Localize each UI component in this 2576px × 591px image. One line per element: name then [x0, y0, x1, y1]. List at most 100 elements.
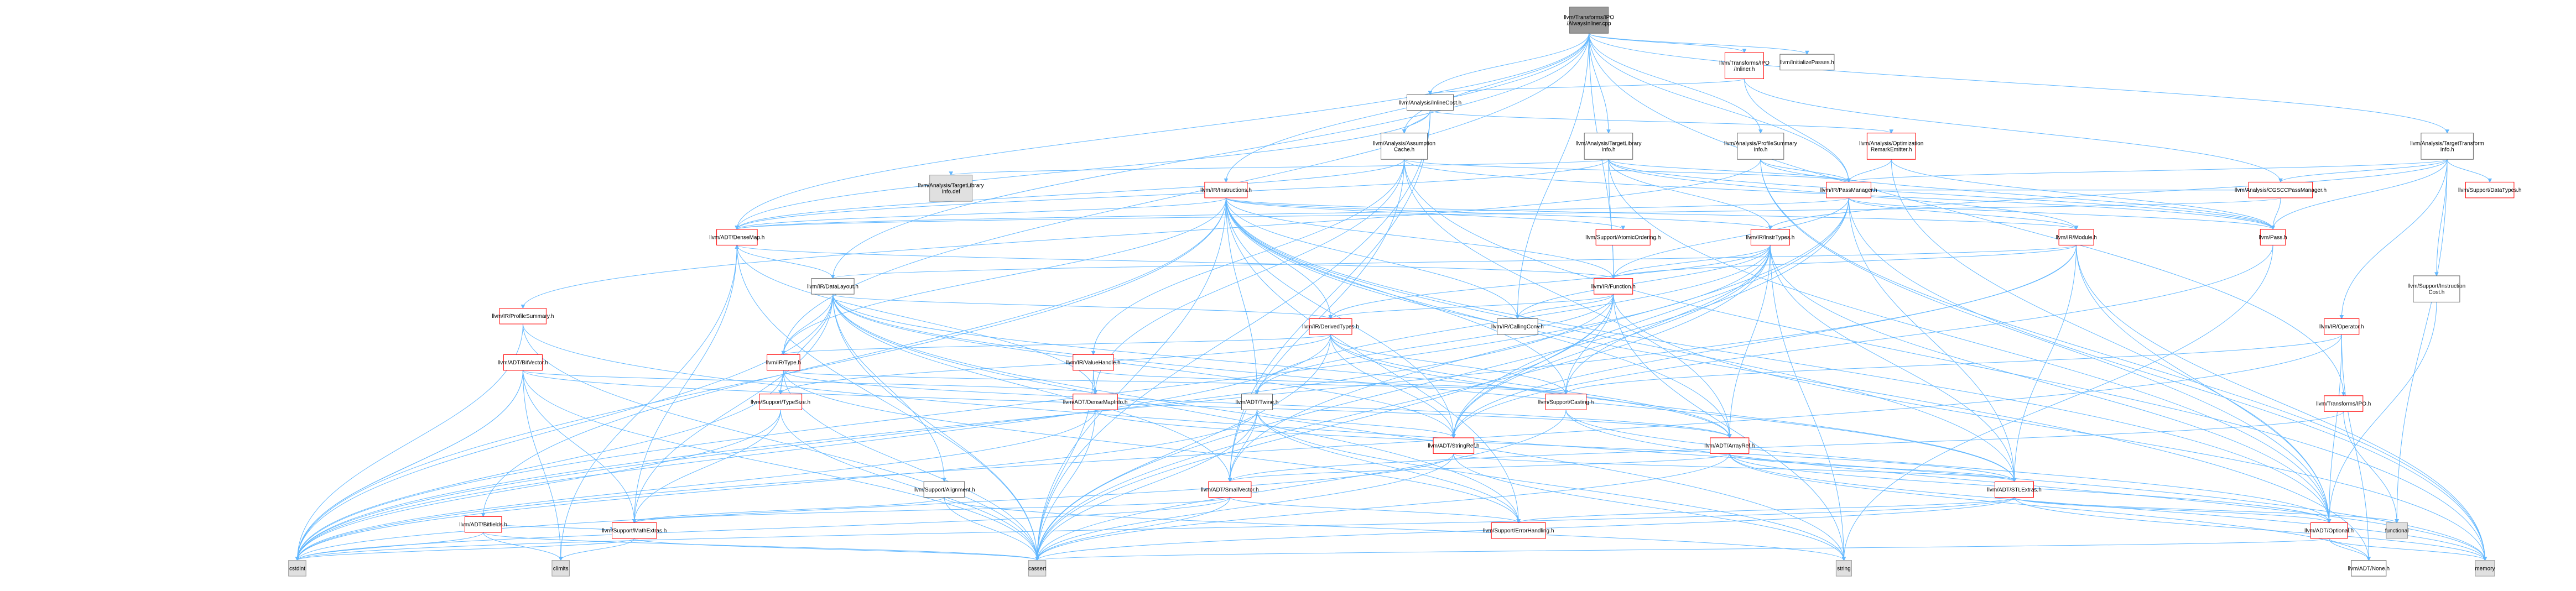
node-cassert[interactable]: cassert: [1028, 560, 1046, 577]
edge-line: [1037, 497, 1230, 561]
edge-root-to-profsum: [1589, 33, 1763, 134]
node-label: llvm/Analysis/Assumption: [1373, 141, 1435, 147]
node-label: llvm/Pass.h: [2258, 235, 2287, 241]
edge-arrayref-to-none: [1729, 453, 2371, 561]
edge-root-to-callingconv: [1515, 33, 1590, 320]
edge-line: [783, 370, 1519, 523]
edge-instructions-to-arrayref: [1226, 197, 1732, 439]
edge-line: [1257, 410, 1844, 561]
edge-line: [1770, 159, 2448, 229]
node-insttypes[interactable]: llvm/IR/InstrTypes.h: [1746, 229, 1794, 245]
edge-line: [2014, 497, 2397, 523]
edge-bitvector-to-climits: [522, 370, 563, 561]
node-smallvector[interactable]: llvm/ADT/SmallVector.h: [1201, 481, 1259, 498]
node-label: RemarkEmitter.h: [1871, 147, 1912, 153]
node-pass[interactable]: llvm/Pass.h: [2258, 229, 2287, 245]
node-valuehandle[interactable]: llvm/IR/ValueHandle.h: [1066, 354, 1121, 371]
edge-line: [1518, 497, 2015, 523]
node-ore[interactable]: llvm/Analysis/OptimizationRemarkEmitter.…: [1859, 133, 1923, 160]
node-memory[interactable]: memory: [2475, 560, 2495, 577]
node-callingconv[interactable]: llvm/IR/CallingConv.h: [1491, 318, 1544, 335]
node-densemapinfo[interactable]: llvm/ADT/DenseMapInfo.h: [1063, 394, 1128, 410]
node-stlextras[interactable]: llvm/ADT/STLExtras.h: [1987, 481, 2042, 498]
node-none[interactable]: llvm/ADT/None.h: [2348, 560, 2390, 577]
node-profsummary[interactable]: llvm/IR/ProfileSummary.h: [492, 308, 554, 325]
node-label: llvm/ADT/DenseMapInfo.h: [1063, 399, 1128, 405]
edge-arrowhead: [1451, 434, 1456, 439]
node-box: [2324, 395, 2364, 412]
node-box: [1594, 278, 1633, 295]
edge-line: [1517, 294, 1614, 319]
node-atomicord[interactable]: llvm/Support/AtomicOrdering.h: [1585, 229, 1661, 245]
edge-line: [483, 532, 1038, 561]
node-function[interactable]: llvm/IR/Function.h: [1591, 278, 1636, 295]
node-cstdint[interactable]: cstdint: [288, 560, 306, 577]
edge-line: [1037, 410, 1257, 561]
edge-line: [736, 159, 1609, 230]
node-cgscc[interactable]: llvm/Analysis/CGSCCPassManager.h: [2235, 181, 2327, 198]
node-inliner[interactable]: llvm/Transforms/IPO/Inliner.h: [1719, 52, 1770, 79]
node-alignment[interactable]: llvm/Support/Alignment.h: [913, 481, 975, 498]
node-transipo[interactable]: llvm/Transforms/IPO.h: [2316, 395, 2371, 412]
node-functional[interactable]: functional: [2385, 522, 2409, 539]
node-derivedtypes[interactable]: llvm/IR/DerivedTypes.h: [1302, 318, 1359, 335]
node-twine[interactable]: llvm/ADT/Twine.h: [1236, 394, 1279, 410]
edge-line: [297, 532, 484, 561]
node-instructions[interactable]: llvm/IR/Instructions.h: [1200, 181, 1252, 198]
node-bitvector[interactable]: llvm/ADT/BitVector.h: [498, 354, 548, 371]
edge-line: [2341, 334, 2369, 561]
node-mathextras[interactable]: llvm/Support/MathExtras.h: [602, 522, 667, 539]
edge-tli-to-insttypes: [1608, 159, 1773, 231]
edge-line: [1608, 159, 2273, 229]
edge-line: [1608, 159, 2330, 523]
edge-line: [1729, 453, 2369, 561]
node-box: [2351, 560, 2387, 577]
edge-line: [1453, 245, 2273, 438]
edge-line: [1848, 159, 2448, 182]
node-bitfields[interactable]: llvm/ADT/Bitfields.h: [459, 516, 507, 533]
node-arrayref[interactable]: llvm/ADT/ArrayRef.h: [1704, 437, 1755, 454]
edge-arrowhead: [1428, 91, 1433, 96]
node-label: llvm/ADT/StringRef.h: [1428, 443, 1479, 449]
edge-smallvector-to-errorhandling: [1230, 497, 1521, 524]
node-box: [1826, 181, 1871, 198]
node-initpasses[interactable]: llvm/InitializePasses.h: [1779, 54, 1835, 71]
edge-line: [522, 370, 1730, 438]
edge-arrowhead: [1805, 50, 1809, 55]
edge-arrowhead: [2327, 519, 2332, 524]
node-densemap[interactable]: llvm/ADT/DenseMap.h: [709, 229, 764, 245]
edge-line: [2329, 334, 2342, 523]
node-operator[interactable]: llvm/IR/Operator.h: [2319, 318, 2364, 335]
edge-line: [944, 497, 1844, 561]
node-string[interactable]: string: [1835, 560, 1852, 577]
edge-arrayref-to-stlextras: [1729, 453, 2017, 483]
edge-line: [634, 294, 834, 523]
edge-line: [1093, 370, 1567, 395]
edge-instructions-to-densemap: [735, 197, 1226, 231]
node-root[interactable]: llvm/Transforms/IPO/AlwaysInliner.cpp: [1564, 7, 1614, 34]
node-passmanager[interactable]: llvm/IR/PassManager.h: [1820, 181, 1877, 198]
node-typesize[interactable]: llvm/Support/TypeSize.h: [751, 394, 810, 410]
node-inlinecost[interactable]: llvm/Analysis/InlineCost.h: [1399, 94, 1461, 111]
node-stringref[interactable]: llvm/ADT/StringRef.h: [1428, 437, 1480, 454]
edge-tli-to-tlidef: [949, 159, 1609, 176]
node-box: [923, 481, 965, 498]
node-errorhandling[interactable]: llvm/Support/ErrorHandling.h: [1483, 522, 1554, 539]
node-datatypes[interactable]: llvm/Support/DataTypes.h: [2458, 181, 2522, 198]
node-optional[interactable]: llvm/ADT/Optional.h: [2304, 522, 2354, 539]
node-datalayout[interactable]: llvm/IR/DataLayout.h: [807, 278, 858, 295]
edge-line: [1848, 159, 1892, 182]
edge-stlextras-to-cstdint: [295, 497, 2015, 561]
node-casting[interactable]: llvm/Support/Casting.h: [1538, 394, 1594, 410]
node-module[interactable]: llvm/IR/Module.h: [2055, 229, 2097, 245]
node-label: llvm/Analysis/TargetTransform: [2410, 141, 2484, 147]
node-climits[interactable]: climits: [551, 560, 570, 577]
edge-line: [832, 294, 1331, 319]
node-irtype[interactable]: llvm/IR/Type.h: [766, 354, 801, 371]
